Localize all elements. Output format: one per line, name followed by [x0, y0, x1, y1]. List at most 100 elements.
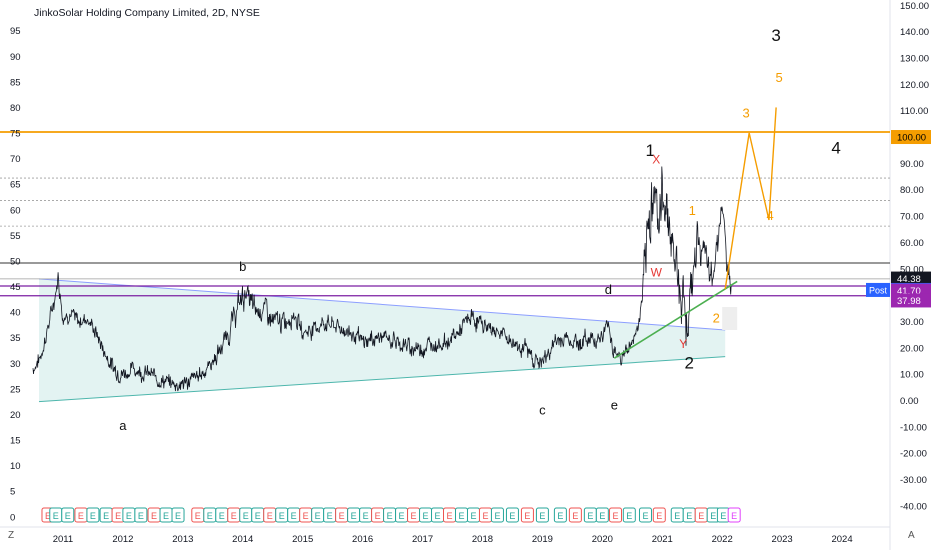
wave-label-10: 1 — [689, 203, 696, 218]
auto-scale-label[interactable]: A — [908, 530, 915, 541]
earnings-marker-23: E — [327, 511, 333, 521]
triangle-upper-line — [38, 278, 726, 331]
chart-title: JinkoSolar Holding Company Limited, 2D, … — [34, 7, 260, 19]
right-axis-label-140.00: 140.00 — [900, 27, 929, 38]
wave-label-8: Y — [679, 337, 687, 351]
earnings-box-47 — [638, 507, 652, 523]
earnings-box-45 — [609, 507, 623, 523]
earnings-marker-34: E — [458, 511, 464, 521]
earnings-marker-32: E — [435, 511, 441, 521]
earnings-marker-11: E — [175, 511, 181, 521]
x-axis-label-2012: 2012 — [112, 534, 133, 545]
earnings-marker-48: E — [656, 511, 662, 521]
earnings-marker-51: E — [698, 511, 704, 521]
zoom-corner-label[interactable]: Z — [8, 530, 15, 541]
earnings-box-42 — [568, 507, 582, 523]
earnings-marker-36: E — [482, 511, 488, 521]
earnings-marker-30: E — [411, 511, 417, 521]
earnings-marker-15: E — [231, 511, 237, 521]
earnings-marker-7: E — [126, 511, 132, 521]
earnings-box-39 — [520, 507, 534, 523]
right-axis-label-130.00: 130.00 — [900, 53, 929, 64]
earnings-marker-5: E — [103, 511, 109, 521]
earnings-marker-12: E — [195, 511, 201, 521]
earnings-marker-14: E — [219, 511, 225, 521]
earnings-marker-27: E — [375, 511, 381, 521]
right-axis-label--30.00: -30.00 — [900, 475, 927, 486]
earnings-box-40 — [535, 507, 549, 523]
right-axis-label-20.00: 20.00 — [900, 343, 924, 354]
right-axis-label--40.00: -40.00 — [900, 501, 927, 512]
tag-100: 100.00 — [897, 133, 926, 144]
earnings-marker-1: E — [53, 511, 59, 521]
right-axis-label--10.00: -10.00 — [900, 422, 927, 433]
earnings-box-41 — [553, 507, 567, 523]
right-axis-label-10.00: 10.00 — [900, 370, 924, 381]
tag-37-98: 37.98 — [897, 296, 921, 307]
wave-label-15: 3 — [771, 26, 780, 45]
earnings-marker-53: E — [720, 511, 726, 521]
earnings-marker-28: E — [387, 511, 393, 521]
earnings-marker-39: E — [524, 511, 530, 521]
earnings-marker-29: E — [399, 511, 405, 521]
earnings-marker-21: E — [303, 511, 309, 521]
wave-label-14: 5 — [776, 70, 783, 85]
x-axis-label-2021: 2021 — [652, 534, 673, 545]
left-axis-label-90: 90 — [10, 52, 21, 63]
left-axis-label-85: 85 — [10, 77, 21, 88]
left-axis-label-15: 15 — [10, 436, 21, 447]
wave-label-3: d — [605, 282, 612, 297]
right-axis-label-90.00: 90.00 — [900, 159, 924, 170]
left-axis-label-20: 20 — [10, 410, 21, 421]
earnings-marker-20: E — [291, 511, 297, 521]
right-axis-label-70.00: 70.00 — [900, 212, 924, 223]
earnings-marker-50: E — [686, 511, 692, 521]
earnings-marker-40: E — [539, 511, 545, 521]
left-axis-label-75: 75 — [10, 129, 21, 140]
right-axis-label--20.00: -20.00 — [900, 449, 927, 460]
x-axis-label-2013: 2013 — [172, 534, 193, 545]
earnings-marker-26: E — [363, 511, 369, 521]
left-axis-label-80: 80 — [10, 103, 21, 114]
earnings-marker-0: E — [45, 511, 51, 521]
left-axis-label-40: 40 — [10, 308, 21, 319]
earnings-marker-6: E — [115, 511, 121, 521]
right-axis-label-30.00: 30.00 — [900, 317, 924, 328]
post-tag-label: Post — [869, 285, 888, 295]
earnings-marker-22: E — [315, 511, 321, 521]
wave-label-1: b — [239, 259, 246, 274]
x-axis-label-2022: 2022 — [712, 534, 733, 545]
right-axis-label-50.00: 50.00 — [900, 264, 924, 275]
earnings-marker-49: E — [674, 511, 680, 521]
earnings-marker-47: E — [642, 511, 648, 521]
earnings-marker-31: E — [423, 511, 429, 521]
x-axis-label-2014: 2014 — [232, 534, 253, 545]
earnings-marker-33: E — [447, 511, 453, 521]
wave-label-13: 4 — [767, 208, 774, 223]
earnings-marker-46: E — [626, 511, 632, 521]
earnings-marker-45: E — [613, 511, 619, 521]
earnings-box-44 — [595, 507, 609, 523]
wave-label-7: W — [651, 265, 663, 279]
post-tag-bg — [866, 282, 890, 297]
earnings-marker-18: E — [267, 511, 273, 521]
earnings-marker-2: E — [65, 511, 71, 521]
triangle-lower-line — [38, 356, 726, 403]
left-axis-label-35: 35 — [10, 333, 21, 344]
earnings-marker-16: E — [243, 511, 249, 521]
right-axis-label-150.00: 150.00 — [900, 1, 929, 12]
orange-wave-projection — [724, 107, 777, 290]
x-axis-label-2016: 2016 — [352, 534, 373, 545]
earnings-marker-3: E — [78, 511, 84, 521]
earnings-box-11 — [171, 507, 185, 523]
earnings-box-54 — [727, 507, 741, 523]
left-axis-label-95: 95 — [10, 26, 21, 37]
left-axis-label-70: 70 — [10, 154, 21, 165]
earnings-marker-43: E — [587, 511, 593, 521]
wave-label-12: 3 — [743, 106, 750, 121]
left-axis-label-5: 5 — [10, 487, 15, 498]
x-axis-label-2011: 2011 — [53, 534, 73, 545]
earnings-marker-13: E — [207, 511, 213, 521]
